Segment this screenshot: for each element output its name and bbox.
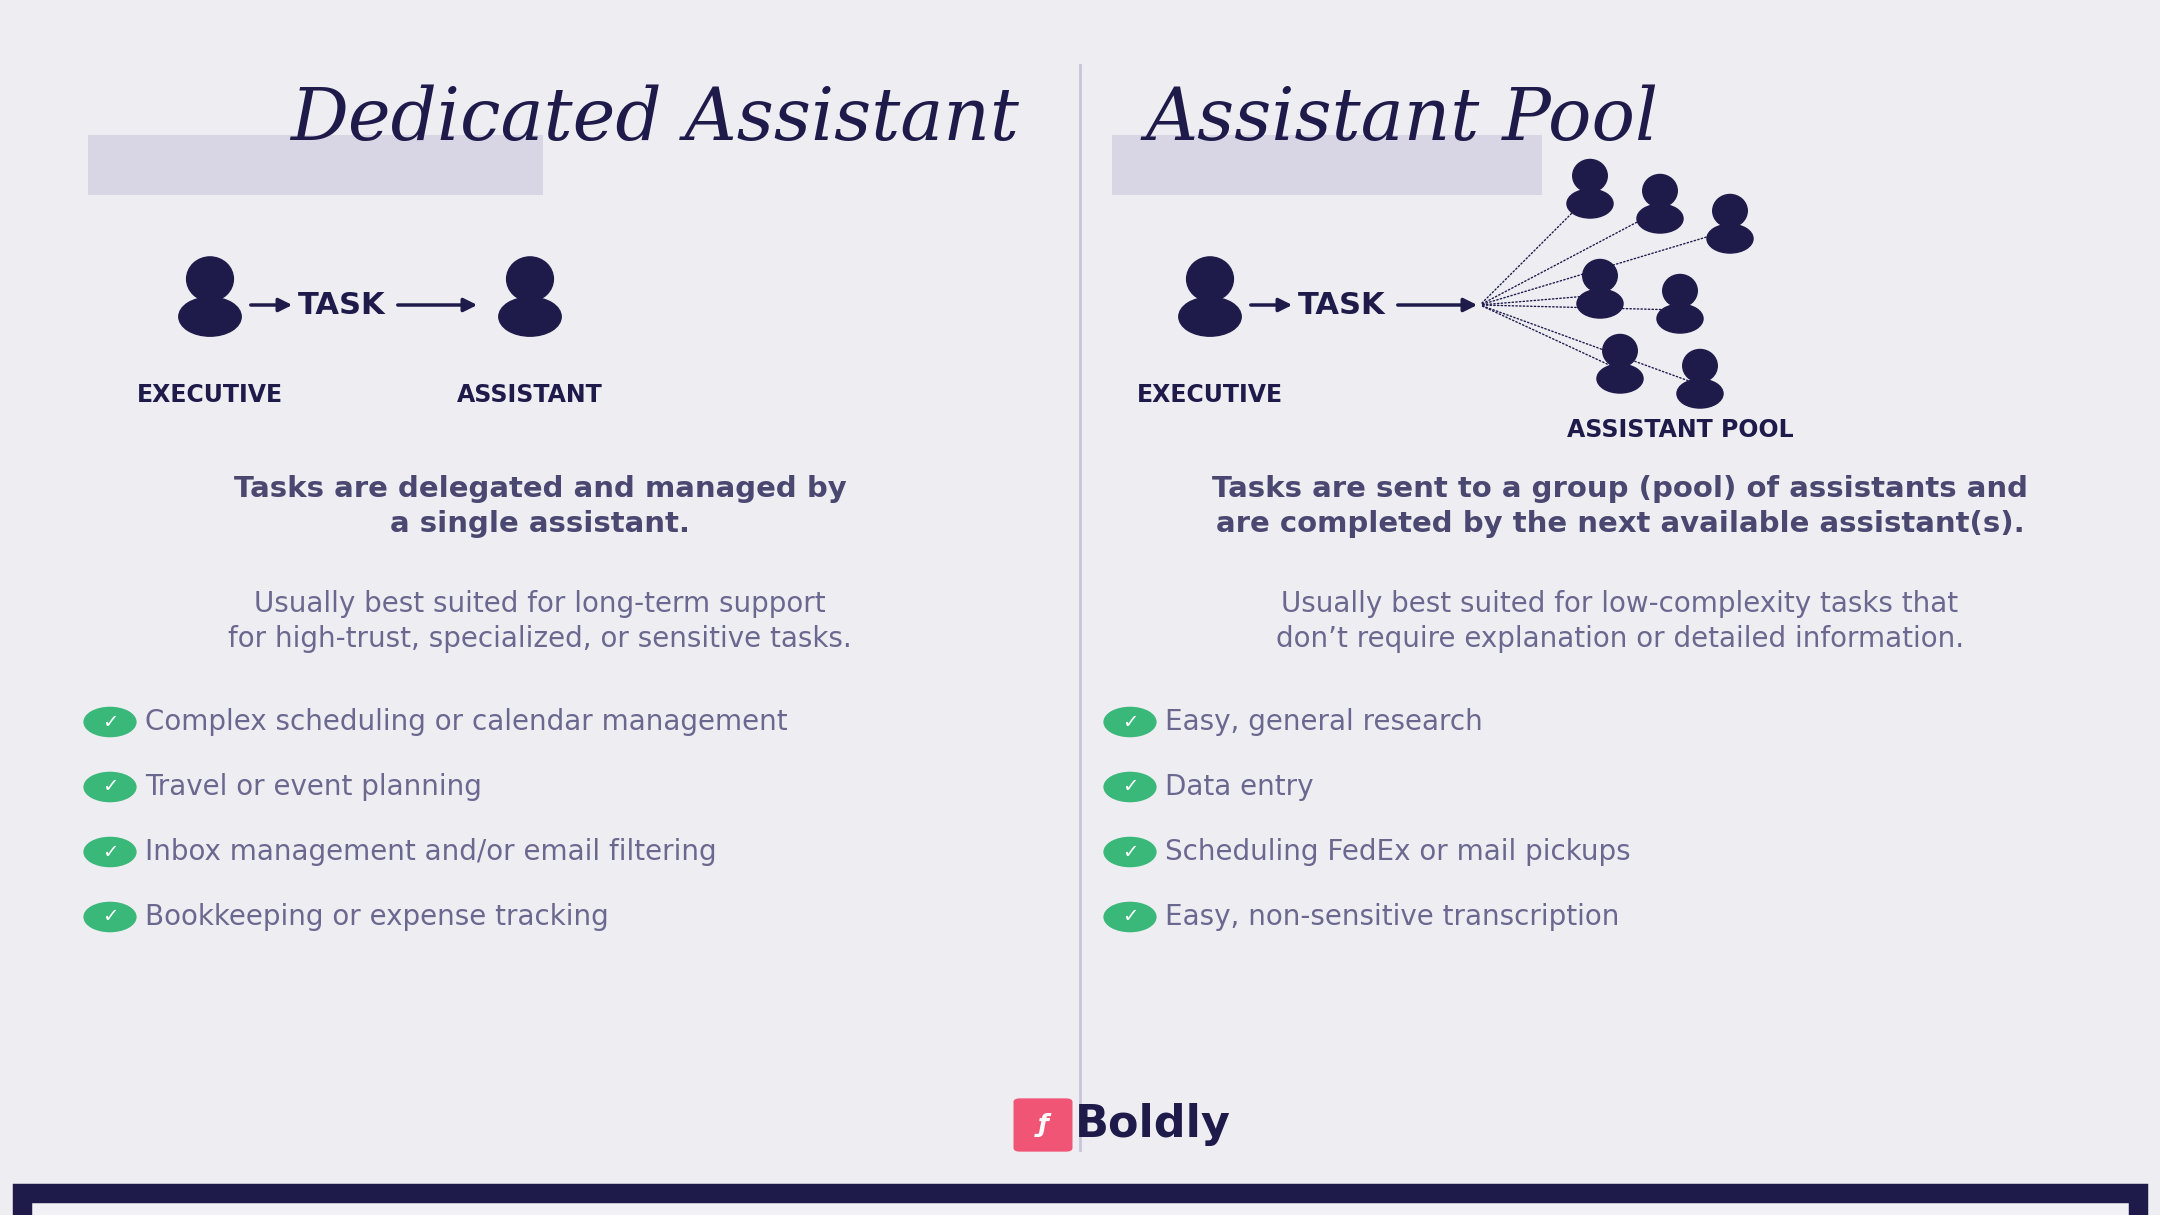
- Text: TASK: TASK: [1298, 290, 1385, 320]
- Ellipse shape: [1657, 304, 1702, 333]
- Text: Inbox management and/or email filtering: Inbox management and/or email filtering: [145, 838, 717, 866]
- Bar: [89, 135, 542, 194]
- Circle shape: [1104, 903, 1156, 932]
- Text: ASSISTANT: ASSISTANT: [458, 383, 603, 407]
- Ellipse shape: [1577, 289, 1622, 318]
- Ellipse shape: [1683, 350, 1717, 383]
- Text: don’t require explanation or detailed information.: don’t require explanation or detailed in…: [1277, 625, 1963, 652]
- Text: TASK: TASK: [298, 290, 387, 320]
- Text: ✓: ✓: [1121, 908, 1138, 927]
- Text: ✓: ✓: [1121, 778, 1138, 797]
- Text: EXECUTIVE: EXECUTIVE: [136, 383, 283, 407]
- Ellipse shape: [186, 256, 233, 301]
- Text: ✓: ✓: [1121, 712, 1138, 731]
- Text: ✓: ✓: [102, 712, 119, 731]
- Ellipse shape: [1603, 334, 1637, 367]
- Circle shape: [84, 773, 136, 802]
- Text: Usually best suited for long-term support: Usually best suited for long-term suppor…: [255, 590, 825, 618]
- Ellipse shape: [1676, 379, 1724, 408]
- Text: ASSISTANT POOL: ASSISTANT POOL: [1566, 418, 1793, 442]
- Text: are completed by the next available assistant(s).: are completed by the next available assi…: [1216, 510, 2024, 538]
- Text: for high-trust, specialized, or sensitive tasks.: for high-trust, specialized, or sensitiv…: [229, 625, 851, 652]
- Text: Easy, non-sensitive transcription: Easy, non-sensitive transcription: [1164, 903, 1620, 931]
- Text: ✓: ✓: [1121, 842, 1138, 861]
- Text: Easy, general research: Easy, general research: [1164, 708, 1482, 736]
- Text: Usually best suited for low-complexity tasks that: Usually best suited for low-complexity t…: [1281, 590, 1959, 618]
- Text: ✓: ✓: [102, 908, 119, 927]
- Circle shape: [84, 707, 136, 736]
- FancyBboxPatch shape: [1013, 1098, 1074, 1152]
- Ellipse shape: [1572, 159, 1607, 192]
- Circle shape: [1104, 773, 1156, 802]
- Text: Tasks are delegated and managed by: Tasks are delegated and managed by: [233, 475, 847, 503]
- Circle shape: [84, 837, 136, 866]
- Text: Assistant Pool: Assistant Pool: [1145, 85, 1659, 156]
- Ellipse shape: [1596, 364, 1644, 392]
- Ellipse shape: [1637, 204, 1683, 233]
- Bar: [1112, 135, 1542, 194]
- Text: ƒ: ƒ: [1037, 1113, 1048, 1137]
- Circle shape: [84, 903, 136, 932]
- Text: ✓: ✓: [102, 842, 119, 861]
- Ellipse shape: [499, 298, 562, 337]
- Ellipse shape: [1663, 275, 1698, 307]
- Text: Data entry: Data entry: [1164, 773, 1313, 801]
- Text: Boldly: Boldly: [1076, 1103, 1231, 1147]
- Ellipse shape: [179, 298, 242, 337]
- Ellipse shape: [1179, 298, 1242, 337]
- Ellipse shape: [1583, 260, 1618, 292]
- Text: Complex scheduling or calendar management: Complex scheduling or calendar managemen…: [145, 708, 788, 736]
- Ellipse shape: [1566, 190, 1614, 217]
- Text: Scheduling FedEx or mail pickups: Scheduling FedEx or mail pickups: [1164, 838, 1631, 866]
- Text: ✓: ✓: [102, 778, 119, 797]
- Circle shape: [1104, 837, 1156, 866]
- Text: Bookkeeping or expense tracking: Bookkeeping or expense tracking: [145, 903, 609, 931]
- Text: EXECUTIVE: EXECUTIVE: [1136, 383, 1283, 407]
- Text: a single assistant.: a single assistant.: [391, 510, 689, 538]
- Ellipse shape: [508, 256, 553, 301]
- Ellipse shape: [1186, 256, 1233, 301]
- Ellipse shape: [1644, 175, 1678, 207]
- Circle shape: [1104, 707, 1156, 736]
- Text: Dedicated Assistant: Dedicated Assistant: [289, 85, 1020, 156]
- Ellipse shape: [1713, 194, 1747, 227]
- Text: Travel or event planning: Travel or event planning: [145, 773, 482, 801]
- Ellipse shape: [1706, 225, 1754, 253]
- Text: Tasks are sent to a group (pool) of assistants and: Tasks are sent to a group (pool) of assi…: [1212, 475, 2028, 503]
